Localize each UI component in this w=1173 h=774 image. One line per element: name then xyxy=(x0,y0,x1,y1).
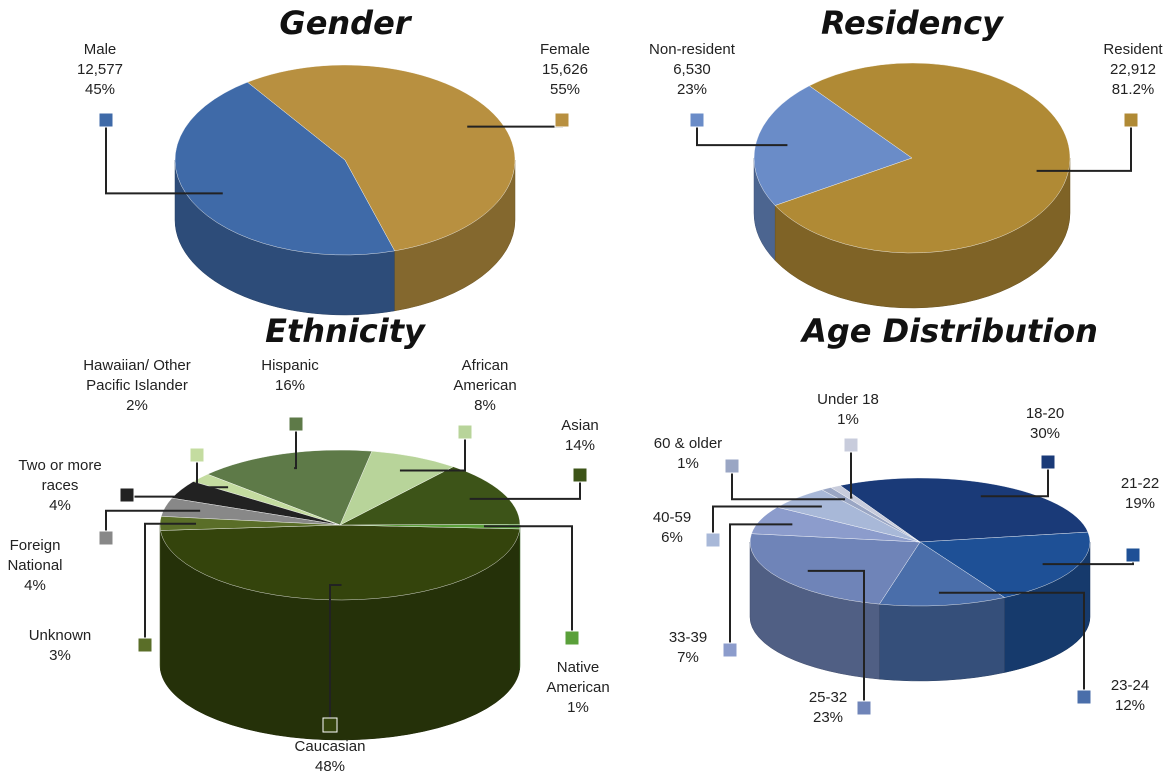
slice-label: Resident22,91281.2% xyxy=(1088,40,1173,100)
value-label: 12% xyxy=(1100,696,1160,716)
chart-title: Residency xyxy=(821,4,1003,42)
legend-swatch xyxy=(565,631,579,645)
category-label: Caucasian xyxy=(280,737,380,757)
value-label: 4% xyxy=(0,496,120,516)
category-label: Native American xyxy=(538,658,618,698)
value-label: 55% xyxy=(520,80,610,100)
legend-swatch xyxy=(844,438,858,452)
value-label: 1% xyxy=(538,698,618,718)
legend-swatch xyxy=(1124,113,1138,127)
slice-label: Asian14% xyxy=(540,416,620,456)
legend-swatch xyxy=(458,425,472,439)
chart-title: Ethnicity xyxy=(265,312,425,350)
value-label: 23% xyxy=(798,708,858,728)
category-label: 18-20 xyxy=(1005,404,1085,424)
legend-swatch xyxy=(1126,548,1140,562)
value-label: 6% xyxy=(642,528,702,548)
value-label: 2% xyxy=(77,396,197,416)
category-label: African American xyxy=(435,356,535,396)
legend-swatch xyxy=(1077,690,1091,704)
legend-swatch xyxy=(1041,455,1055,469)
legend-swatch xyxy=(190,448,204,462)
legend-swatch xyxy=(690,113,704,127)
count-label: 6,530 xyxy=(637,60,747,80)
value-label: 1% xyxy=(808,410,888,430)
legend-swatch xyxy=(857,701,871,715)
page: Gender Male12,57745% Female15,62655% Reside… xyxy=(0,0,1173,774)
legend-swatch xyxy=(573,468,587,482)
count-label: 22,912 xyxy=(1088,60,1173,80)
category-label: Asian xyxy=(540,416,620,436)
category-label: 60 & older xyxy=(638,434,738,454)
legend-swatch xyxy=(323,718,337,732)
slice-label: Hispanic16% xyxy=(240,356,340,396)
legend-swatch xyxy=(706,533,720,547)
category-label: 21-22 xyxy=(1110,474,1170,494)
category-label: Foreign National xyxy=(0,536,70,576)
count-label: 15,626 xyxy=(520,60,610,80)
category-label: Resident xyxy=(1088,40,1173,60)
value-label: 16% xyxy=(240,376,340,396)
value-label: 3% xyxy=(20,646,100,666)
value-label: 19% xyxy=(1110,494,1170,514)
legend-swatch xyxy=(555,113,569,127)
category-label: Two or more races xyxy=(0,456,120,496)
legend-swatch xyxy=(138,638,152,652)
category-label: Hispanic xyxy=(240,356,340,376)
value-label: 30% xyxy=(1005,424,1085,444)
category-label: 40-59 xyxy=(642,508,702,528)
value-label: 48% xyxy=(280,757,380,774)
category-label: 25-32 xyxy=(798,688,858,708)
slice-side xyxy=(879,598,1004,681)
legend-swatch xyxy=(99,531,113,545)
value-label: 4% xyxy=(0,576,70,596)
category-label: 23-24 xyxy=(1100,676,1160,696)
category-label: Under 18 xyxy=(808,390,888,410)
category-label: Female xyxy=(520,40,610,60)
category-label: Hawaiian/ Other Pacific Islander xyxy=(77,356,197,396)
value-label: 1% xyxy=(638,454,738,474)
legend-swatch xyxy=(99,113,113,127)
chart-title: Gender xyxy=(279,4,410,42)
value-label: 45% xyxy=(55,80,145,100)
legend-swatch xyxy=(289,417,303,431)
category-label: 33-39 xyxy=(658,628,718,648)
legend-swatch xyxy=(723,643,737,657)
legend-swatch xyxy=(120,488,134,502)
count-label: 12,577 xyxy=(55,60,145,80)
category-label: Unknown xyxy=(20,626,100,646)
category-label: Male xyxy=(55,40,145,60)
value-label: 8% xyxy=(435,396,535,416)
value-label: 14% xyxy=(540,436,620,456)
value-label: 7% xyxy=(658,648,718,668)
category-label: Non-resident xyxy=(637,40,747,60)
value-label: 23% xyxy=(637,80,747,100)
value-label: 81.2% xyxy=(1088,80,1173,100)
chart-title: Age Distribution xyxy=(802,312,1098,350)
